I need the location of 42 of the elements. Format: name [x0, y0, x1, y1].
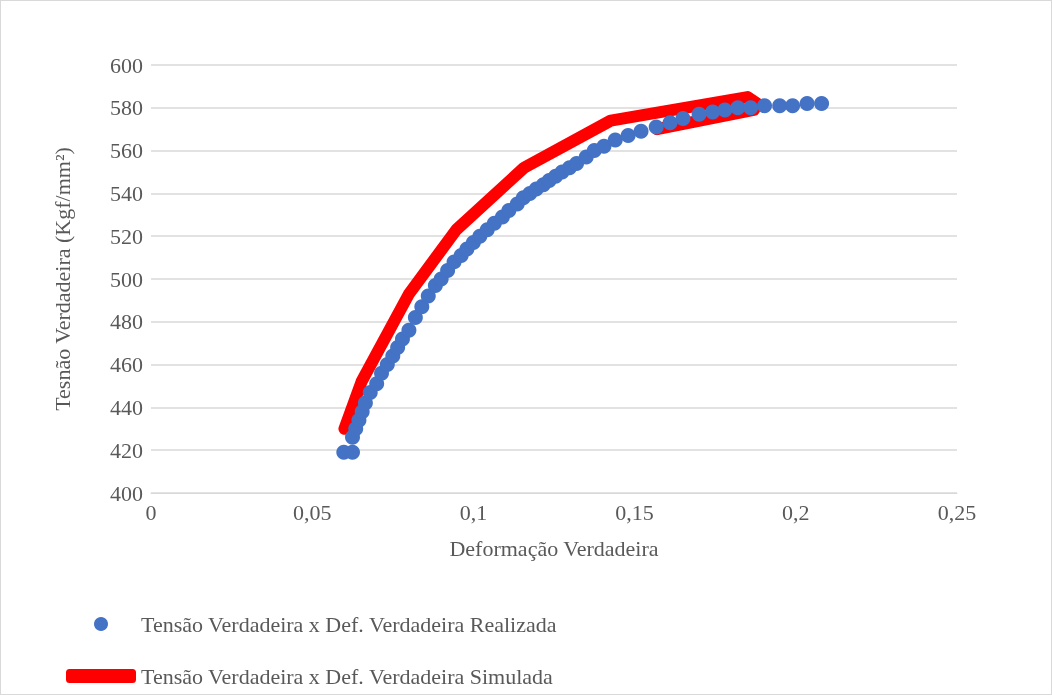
- y-tick-label: 400: [110, 480, 143, 506]
- y-tick-label: 440: [110, 394, 143, 420]
- x-tick-label: 0,25: [937, 499, 977, 525]
- point: [633, 123, 649, 139]
- legend-label: Tensão Verdadeira x Def. Verdadeira Realizada: [141, 611, 557, 637]
- point: [420, 288, 436, 304]
- y-tick-label: 580: [110, 95, 143, 121]
- point: [717, 102, 733, 118]
- point: [730, 100, 746, 116]
- point: [401, 322, 417, 338]
- y-tick-label: 500: [110, 266, 143, 292]
- point: [799, 96, 815, 112]
- point: [596, 138, 612, 154]
- point: [414, 299, 430, 315]
- y-tick-label: 560: [110, 138, 143, 164]
- y-tick-label: 540: [110, 180, 143, 206]
- point: [620, 128, 636, 144]
- y-tick-label: 460: [110, 352, 143, 378]
- point: [743, 100, 759, 116]
- point: [675, 111, 691, 126]
- point: [607, 132, 623, 148]
- x-tick-label: 0: [145, 499, 157, 525]
- point: [757, 98, 773, 114]
- y-tick-label: 600: [110, 52, 143, 78]
- y-axis-title: Tesnão Verdadeira (Kgf/mm²): [49, 147, 75, 411]
- legend-label: Tensão Verdadeira x Def. Verdadeira Simulada: [141, 663, 554, 689]
- point: [705, 104, 721, 120]
- x-tick-label: 0,15: [615, 499, 654, 525]
- point: [785, 98, 801, 114]
- x-tick-label: 0,1: [459, 499, 488, 525]
- point: [814, 96, 830, 112]
- y-tick-label: 480: [110, 309, 143, 335]
- point: [691, 106, 707, 122]
- point: [648, 119, 664, 135]
- point: [662, 115, 678, 131]
- point: [772, 98, 788, 114]
- x-axis-title: Deformação Verdadeira: [449, 535, 659, 561]
- x-tick-label: 0,05: [292, 499, 332, 525]
- point: [407, 310, 423, 326]
- y-tick-label: 520: [110, 223, 143, 249]
- y-tick-label: 420: [110, 437, 143, 463]
- x-tick-label: 0,2: [782, 499, 810, 525]
